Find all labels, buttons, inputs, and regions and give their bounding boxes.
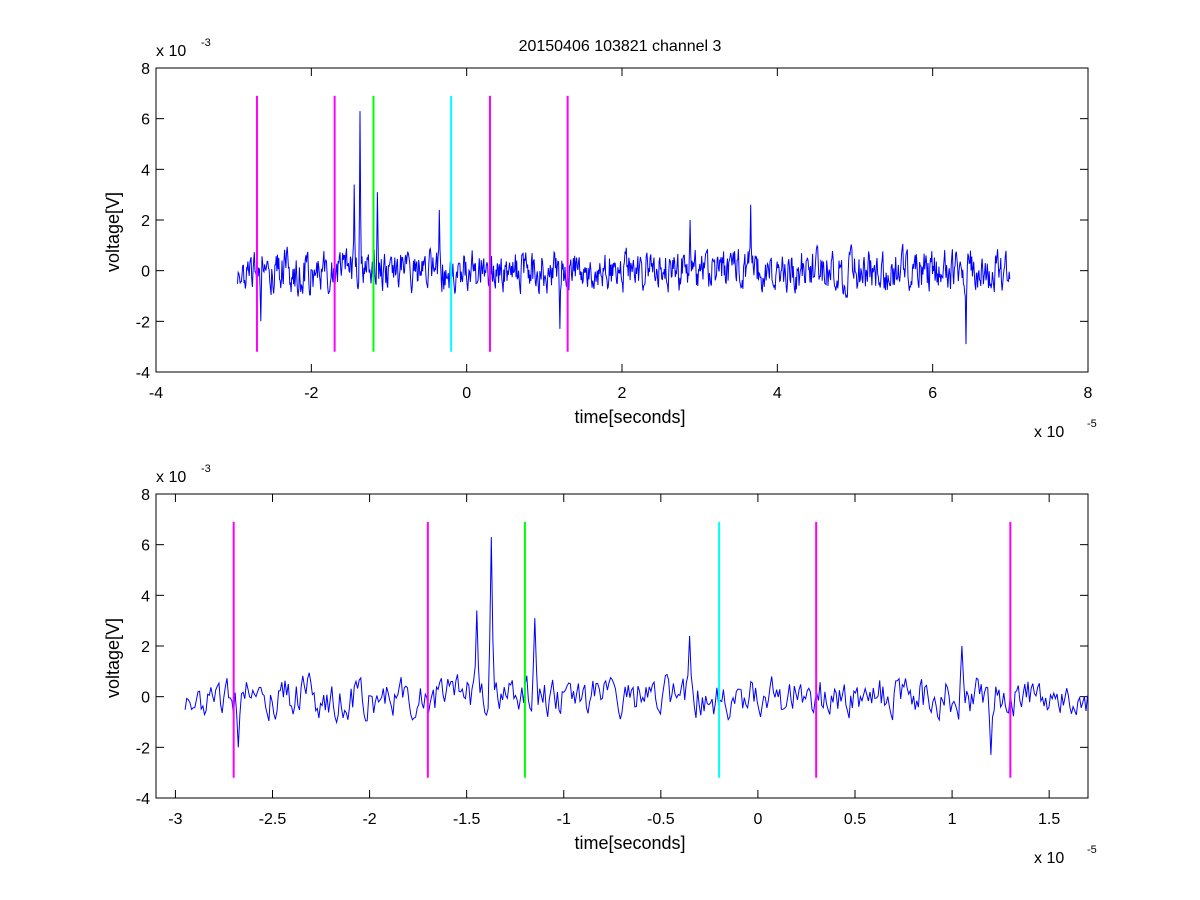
x-tick-label: -0.5 (647, 811, 675, 828)
y-tick-label: 6 (141, 112, 150, 129)
x-tick-label: -1 (557, 811, 571, 828)
figure-title: 20150406 103821 channel 3 (519, 38, 722, 55)
signal-trace (184, 537, 1089, 755)
x-axis-label: time[seconds] (574, 407, 685, 427)
y-tick-label: 4 (141, 162, 150, 179)
signal-trace (237, 111, 1011, 345)
x-tick-label: -2.5 (259, 811, 287, 828)
x-tick-label: -4 (149, 385, 163, 402)
x-exponent-label: x 10 (1034, 850, 1064, 867)
y-tick-label: 2 (141, 213, 150, 230)
x-tick-label: -3 (168, 811, 182, 828)
x-tick-label: -2 (304, 385, 318, 402)
y-tick-label: 8 (141, 487, 150, 504)
x-tick-label: -2 (362, 811, 376, 828)
y-tick-label: 0 (141, 264, 150, 281)
y-axis-label: voltage[V] (103, 192, 123, 272)
x-tick-label: 1.5 (1038, 811, 1060, 828)
y-exponent: -3 (201, 463, 211, 475)
y-exponent: -3 (201, 37, 211, 49)
y-tick-label: 8 (141, 61, 150, 78)
y-tick-label: -4 (136, 791, 150, 808)
y-exponent-label: x 10 (156, 43, 186, 60)
y-axis-label: voltage[V] (103, 618, 123, 698)
x-tick-label: 6 (928, 385, 937, 402)
x-tick-label: 0 (462, 385, 471, 402)
y-tick-label: -4 (136, 365, 150, 382)
x-tick-label: -1.5 (453, 811, 481, 828)
x-tick-label: 0 (753, 811, 762, 828)
axes-box (155, 493, 1089, 799)
y-exponent-label: x 10 (156, 469, 186, 486)
x-tick-label: 8 (1084, 385, 1093, 402)
x-exponent: -5 (1087, 418, 1097, 430)
x-exponent-label: x 10 (1034, 424, 1064, 441)
x-exponent: -5 (1087, 844, 1097, 856)
y-tick-label: 2 (141, 639, 150, 656)
y-tick-label: -2 (136, 314, 150, 331)
x-tick-label: 1 (948, 811, 957, 828)
axes-box (155, 67, 1089, 373)
y-tick-label: -2 (136, 740, 150, 757)
x-tick-label: 0.5 (844, 811, 866, 828)
x-tick-label: 4 (773, 385, 782, 402)
y-tick-label: 4 (141, 588, 150, 605)
top-subplot: -4 -2 0 2 4 6 8 -4 -2 0 2 4 6 8 time[seconds] voltage[V… (103, 37, 1097, 441)
y-tick-label: 0 (141, 690, 150, 707)
bottom-subplot: -3 -2.5 -2 -1.5 -1 -0.5 0 0.5 1 1.5 -4 -2 0 2 4 6 8 time[… (103, 463, 1097, 867)
x-axis-label: time[seconds] (574, 833, 685, 853)
y-tick-label: 6 (141, 538, 150, 555)
x-tick-label: 2 (618, 385, 627, 402)
